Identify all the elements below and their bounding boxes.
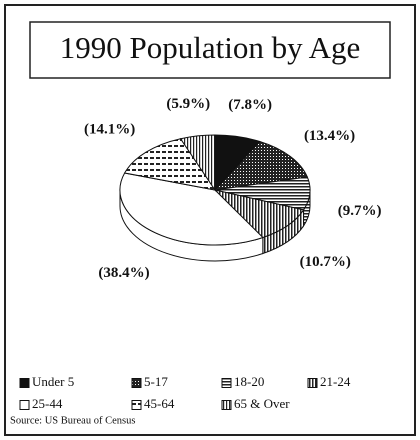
legend-label: 45-64 [144,396,175,411]
legend-swatch [19,400,30,410]
data-label: (10.7%) [300,254,351,270]
chart-title: 1990 Population by Age [60,30,361,65]
legend-label: 65 & Over [234,396,290,411]
legend-label: 18-20 [234,374,264,389]
legend-swatch [19,378,30,388]
data-label: (38.4%) [98,265,149,281]
legend-swatch [131,400,142,410]
legend-swatch [221,378,232,388]
source: Source: US Bureau of Census [10,415,135,426]
data-label: (13.4%) [304,128,355,144]
legend-label: 25-44 [32,396,63,411]
legend-label: 5-17 [144,374,168,389]
slice [213,140,309,191]
data-label: (5.9%) [166,96,210,112]
data-label: (7.8%) [228,97,272,113]
slice [179,134,216,192]
legend-swatch [131,378,142,388]
legend-label: 21-24 [320,374,351,389]
data-label: (14.1%) [84,122,135,138]
legend-swatch [307,378,318,388]
slice [123,138,217,191]
title-box [29,21,391,79]
slice [119,172,264,246]
data-label: (9.7%) [338,203,382,219]
legend-label: Under 5 [32,374,74,389]
legend-swatch [221,400,232,410]
